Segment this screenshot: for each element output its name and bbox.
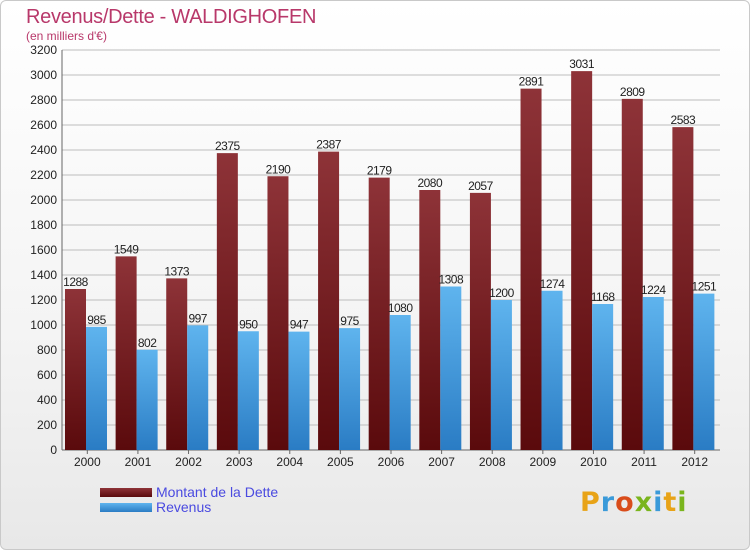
value-label-dette: 2375 bbox=[215, 139, 241, 153]
x-tick-label: 2005 bbox=[327, 455, 354, 469]
legend-label-revenus: Revenus bbox=[156, 499, 212, 515]
value-label-dette: 2179 bbox=[367, 164, 393, 178]
logo-letter: o bbox=[615, 487, 635, 518]
y-tick-label: 1200 bbox=[30, 293, 57, 307]
bar-dette bbox=[672, 127, 694, 450]
logo-letter: t bbox=[663, 487, 678, 518]
y-tick-label: 400 bbox=[37, 393, 57, 407]
bar-revenus bbox=[440, 286, 462, 450]
y-tick-label: 2600 bbox=[30, 118, 57, 132]
x-tick-label: 2006 bbox=[378, 455, 405, 469]
value-label-dette: 2387 bbox=[316, 138, 342, 152]
value-label-dette: 1549 bbox=[114, 242, 140, 256]
value-label-revenus: 950 bbox=[239, 317, 258, 331]
bar-dette bbox=[368, 177, 390, 450]
x-tick-label: 2008 bbox=[479, 455, 506, 469]
y-tick-label: 2000 bbox=[30, 193, 57, 207]
bar-revenus bbox=[187, 325, 209, 450]
y-tick-label: 0 bbox=[50, 443, 57, 457]
bar-dette bbox=[571, 71, 593, 450]
value-label-revenus: 975 bbox=[340, 314, 359, 328]
y-tick-label: 3200 bbox=[30, 43, 57, 57]
bar-dette bbox=[419, 190, 441, 450]
bar-dette bbox=[318, 151, 340, 450]
y-tick-label: 2800 bbox=[30, 93, 57, 107]
legend-label-dette: Montant de la Dette bbox=[156, 484, 279, 500]
bar-revenus bbox=[389, 315, 411, 450]
value-label-dette: 2809 bbox=[620, 85, 646, 99]
x-tick-label: 2000 bbox=[74, 455, 101, 469]
bar-revenus bbox=[592, 304, 614, 450]
bar-revenus bbox=[86, 326, 107, 450]
x-tick-label: 2010 bbox=[580, 455, 607, 469]
y-tick-label: 200 bbox=[37, 418, 57, 432]
x-tick-label: 2003 bbox=[226, 455, 253, 469]
bar-revenus bbox=[237, 331, 259, 450]
bar-dette bbox=[65, 289, 86, 450]
bar-revenus bbox=[339, 328, 361, 450]
legend-swatch-revenus bbox=[100, 503, 152, 512]
logo-letter: x bbox=[634, 487, 654, 518]
value-label-revenus: 1274 bbox=[540, 277, 566, 291]
chart-title: Revenus/Dette - WALDIGHOFEN bbox=[26, 6, 317, 28]
value-label-dette: 3031 bbox=[569, 57, 595, 71]
x-tick-label: 2002 bbox=[175, 455, 202, 469]
value-label-dette: 2190 bbox=[266, 162, 292, 176]
logo-letter: P bbox=[580, 487, 601, 518]
value-label-dette: 1373 bbox=[164, 264, 190, 278]
bar-dette bbox=[216, 153, 238, 450]
y-tick-label: 1400 bbox=[30, 268, 57, 282]
y-tick-label: 1800 bbox=[30, 218, 57, 232]
value-label-revenus: 1200 bbox=[489, 286, 515, 300]
bar-revenus bbox=[490, 300, 512, 450]
bar-dette bbox=[469, 192, 491, 450]
y-tick-label: 3000 bbox=[30, 68, 57, 82]
value-label-dette: 2583 bbox=[671, 113, 697, 127]
bar-dette bbox=[520, 88, 542, 450]
value-label-revenus: 997 bbox=[188, 311, 207, 325]
y-tick-label: 1600 bbox=[30, 243, 57, 257]
y-tick-label: 1000 bbox=[30, 318, 57, 332]
y-tick-label: 2400 bbox=[30, 143, 57, 157]
bar-dette bbox=[115, 256, 137, 450]
bar-revenus bbox=[288, 331, 310, 450]
logo-letter: i bbox=[653, 487, 664, 518]
value-label-dette: 2891 bbox=[519, 75, 545, 89]
bar-revenus bbox=[693, 293, 715, 450]
x-tick-label: 2004 bbox=[276, 455, 303, 469]
logo-letter: i bbox=[677, 487, 688, 518]
y-tick-label: 800 bbox=[37, 343, 57, 357]
x-tick-label: 2011 bbox=[631, 455, 657, 469]
bar-dette bbox=[166, 278, 188, 450]
chart-subtitle: (en milliers d'€) bbox=[26, 29, 107, 43]
logo-letter: r bbox=[600, 487, 616, 518]
value-label-revenus: 1308 bbox=[438, 273, 464, 287]
y-tick-label: 2200 bbox=[30, 168, 57, 182]
value-label-revenus: 1251 bbox=[692, 280, 718, 294]
value-label-dette: 2080 bbox=[417, 176, 443, 190]
value-label-revenus: 1080 bbox=[388, 301, 414, 315]
value-label-revenus: 947 bbox=[290, 318, 309, 332]
x-tick-label: 2009 bbox=[529, 455, 556, 469]
value-label-dette: 1288 bbox=[63, 275, 89, 289]
proxiti-logo: Proxiti bbox=[580, 487, 688, 518]
legend-swatch-dette bbox=[100, 488, 152, 497]
value-label-revenus: 802 bbox=[138, 336, 157, 350]
bar-revenus bbox=[136, 349, 158, 450]
bar-revenus bbox=[642, 297, 664, 450]
x-tick-label: 2007 bbox=[428, 455, 455, 469]
value-label-revenus: 985 bbox=[87, 313, 106, 327]
value-label-dette: 2057 bbox=[468, 179, 494, 193]
bar-dette bbox=[267, 176, 289, 450]
y-tick-label: 600 bbox=[37, 368, 57, 382]
x-tick-label: 2001 bbox=[125, 455, 152, 469]
bar-dette bbox=[621, 98, 643, 450]
bar-revenus bbox=[541, 290, 563, 450]
value-label-revenus: 1168 bbox=[591, 290, 616, 304]
x-tick-label: 2012 bbox=[681, 455, 708, 469]
value-label-revenus: 1224 bbox=[641, 283, 667, 297]
